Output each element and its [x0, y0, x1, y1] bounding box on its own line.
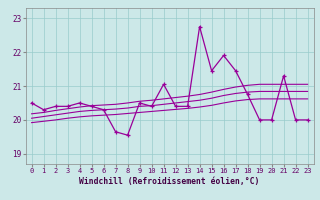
X-axis label: Windchill (Refroidissement éolien,°C): Windchill (Refroidissement éolien,°C): [79, 177, 260, 186]
